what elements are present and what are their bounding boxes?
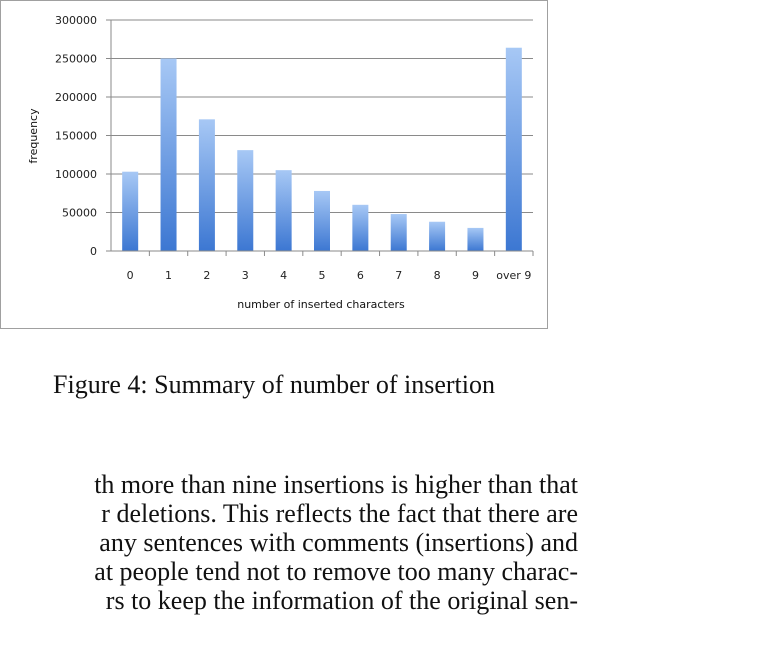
x-tick-label: 4	[280, 269, 287, 282]
figure-caption: Figure 4: Summary of number of insertion	[53, 370, 495, 399]
bar-2	[198, 119, 215, 251]
y-tick-label: 200000	[55, 91, 97, 104]
body-line: th more than nine insertions is higher t…	[94, 470, 578, 499]
x-tick-label: 7	[395, 269, 402, 282]
bar-5	[314, 190, 330, 251]
y-tick-label: 0	[90, 245, 97, 258]
body-line: any sentences with comments (insertions)…	[99, 528, 578, 557]
body-line: at people tend not to remove too many ch…	[94, 557, 578, 586]
y-tick-label: 150000	[55, 130, 97, 143]
chart-frame: 0 50000 100000 150000 200000 250000 300000 0 1 2 3…	[0, 0, 548, 329]
bar-0	[122, 171, 139, 251]
x-tick-label: 2	[203, 269, 210, 282]
y-axis-title: frequency	[27, 108, 40, 164]
y-tick-label: 300000	[55, 14, 97, 27]
bar-6	[352, 204, 369, 251]
x-tick-label: 8	[434, 269, 441, 282]
x-tick-label: 9	[472, 269, 479, 282]
bar-over-9	[505, 47, 522, 251]
bar-4	[275, 170, 292, 251]
bar-9	[467, 227, 484, 251]
x-axis-title: number of inserted characters	[237, 298, 405, 311]
x-tick-label: 5	[319, 269, 326, 282]
bar-7	[390, 214, 407, 251]
body-line: r deletions. This reflects the fact that…	[101, 499, 578, 528]
x-tick-label: 6	[357, 269, 364, 282]
bar-1	[160, 58, 177, 251]
body-line: rs to keep the information of the origin…	[105, 586, 578, 615]
y-tick-label: 50000	[62, 207, 97, 220]
x-tick-label: 3	[242, 269, 249, 282]
x-tick-label: 0	[127, 269, 134, 282]
bar-8	[429, 221, 446, 251]
y-tick-label: 100000	[55, 168, 97, 181]
body-text: th more than nine insertions is higher t…	[0, 470, 578, 615]
x-tick-label: 1	[165, 269, 172, 282]
x-tick-label: over 9	[496, 269, 531, 282]
bar-3	[237, 150, 254, 251]
y-tick-label: 250000	[55, 53, 97, 66]
bar-chart: 0 50000 100000 150000 200000 250000 300000 0 1 2 3…	[27, 14, 534, 311]
